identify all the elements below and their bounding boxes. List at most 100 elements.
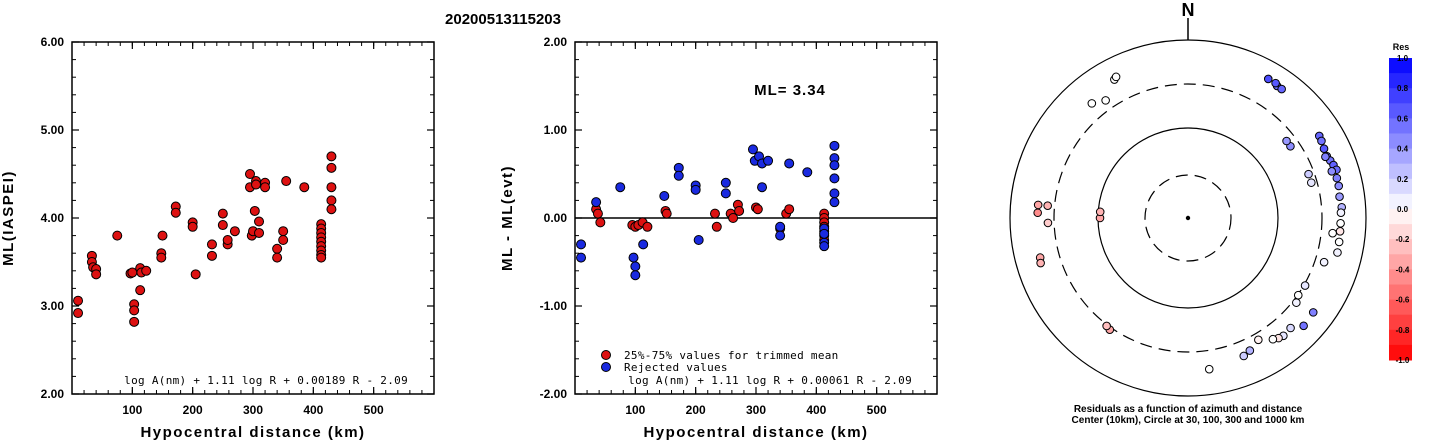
data-point — [576, 252, 587, 263]
data-point — [591, 197, 602, 208]
panel2-xlabel: Hypocentral distance (km) — [643, 424, 868, 441]
panel1-points — [73, 151, 337, 327]
data-point — [628, 252, 639, 263]
data-point — [615, 182, 626, 193]
data-point — [734, 205, 745, 216]
colorbar-cell — [1389, 314, 1412, 331]
x-tick-label: 100 — [122, 403, 142, 417]
station-point — [1319, 144, 1329, 153]
station-point — [1334, 181, 1344, 191]
x-tick-label: 100 — [625, 403, 645, 417]
legend-marker-rejected — [601, 362, 611, 372]
station-point — [1111, 72, 1121, 82]
station-point — [1292, 298, 1301, 307]
panel-azimuth-map: N Residuals as a function of azimuth and… — [1009, 0, 1367, 426]
station-point — [1286, 323, 1295, 333]
legend-label-trimmed: 25%-75% values for trimmed mean — [624, 349, 839, 362]
data-point — [217, 220, 228, 231]
ring-1000km — [1009, 39, 1367, 397]
data-point — [135, 285, 146, 296]
y-tick-label: 0.00 — [544, 211, 568, 225]
station-point — [1271, 78, 1280, 88]
colorbar-cell — [1389, 329, 1412, 346]
station-point — [1319, 257, 1329, 267]
colorbar-tick-label: -0.2 — [1396, 235, 1410, 244]
panel2-ticks: -2.00 -1.00 0.00 1.00 2.00 100 200 300 400 500 — [540, 35, 938, 417]
data-point — [693, 235, 704, 245]
data-point — [229, 226, 240, 237]
colorbar-cell — [1389, 269, 1412, 285]
station-point — [1043, 201, 1052, 211]
panel2-ylabel: ML - ML(evt) — [499, 165, 516, 271]
colorbar-tick-label: -0.4 — [1396, 265, 1410, 274]
colorbar-tick-label: 0.4 — [1397, 145, 1409, 154]
data-point — [711, 221, 722, 232]
data-point — [73, 308, 84, 319]
data-point — [829, 160, 840, 171]
panel1-ylabel: ML(IASPEI) — [0, 170, 17, 266]
colorbar-tick-label: 0.2 — [1397, 175, 1409, 184]
colorbar-cell — [1389, 209, 1412, 225]
x-tick-label: 300 — [243, 403, 263, 417]
data-point — [91, 269, 102, 280]
data-point — [642, 221, 653, 232]
y-tick-label: -1.00 — [540, 299, 568, 313]
station-point — [1043, 218, 1053, 228]
legend-marker-trimmed — [601, 350, 611, 360]
data-point — [249, 205, 260, 216]
station-point — [1033, 208, 1042, 218]
data-point — [757, 182, 768, 193]
residual-colorbar: Res 1.0 0.8 0.6 0.4 0.2 0.0 -0.2 -0.4 -0.6 -0.8 -1… — [1389, 42, 1412, 365]
station-point — [1245, 346, 1255, 355]
station-point — [1300, 281, 1310, 290]
y-tick-label: 4.00 — [41, 211, 65, 225]
colorbar-cell — [1389, 284, 1412, 301]
colorbar-cells — [1389, 58, 1412, 361]
panel2-formula: log A(nm) + 1.11 log R + 0.00061 R - 2.0… — [628, 374, 912, 387]
data-point — [206, 239, 217, 250]
data-point — [170, 207, 181, 218]
data-point — [156, 252, 167, 263]
data-point — [829, 173, 840, 184]
colorbar-ticks: 1.0 0.8 0.6 0.4 0.2 0.0 -0.2 -0.4 -0.6 -0.8 -1.0 — [1396, 54, 1410, 365]
colorbar-cell — [1389, 133, 1412, 150]
data-point — [244, 169, 255, 179]
data-point — [659, 191, 670, 201]
y-tick-label: 5.00 — [41, 123, 65, 137]
data-point — [819, 228, 830, 239]
data-point — [728, 213, 739, 223]
data-point — [690, 184, 701, 195]
x-tick-label: 200 — [183, 403, 203, 417]
colorbar-title: Res — [1393, 42, 1410, 52]
data-point — [592, 208, 603, 219]
colorbar-tick-label: -1.0 — [1396, 356, 1410, 365]
x-tick-label: 200 — [686, 403, 706, 417]
station-point — [1263, 74, 1273, 84]
data-point — [272, 243, 283, 254]
colorbar-tick-label: -0.6 — [1396, 296, 1410, 305]
colorbar-cell — [1389, 239, 1412, 255]
data-point — [638, 239, 649, 250]
data-point — [272, 252, 283, 263]
data-point — [254, 216, 265, 227]
panel1-ticks: 2.00 3.00 4.00 5.00 6.00 100 200 300 400 500 — [41, 35, 435, 417]
station-point — [1036, 258, 1045, 268]
station-point — [1254, 335, 1263, 345]
station-point — [1334, 237, 1344, 247]
y-tick-label: 2.00 — [41, 387, 65, 401]
data-point — [829, 140, 840, 151]
panel2-points — [576, 140, 840, 281]
data-point — [326, 195, 337, 206]
data-point — [299, 182, 310, 193]
data-point — [251, 179, 262, 190]
data-point — [326, 182, 337, 193]
data-point — [281, 176, 292, 187]
data-point — [802, 167, 813, 178]
data-point — [278, 226, 289, 237]
station-point — [1095, 207, 1105, 217]
station-point — [1239, 351, 1249, 361]
station-point — [1327, 166, 1337, 176]
station-point — [1304, 169, 1313, 179]
data-point — [595, 217, 606, 228]
colorbar-tick-label: -0.8 — [1396, 326, 1410, 335]
